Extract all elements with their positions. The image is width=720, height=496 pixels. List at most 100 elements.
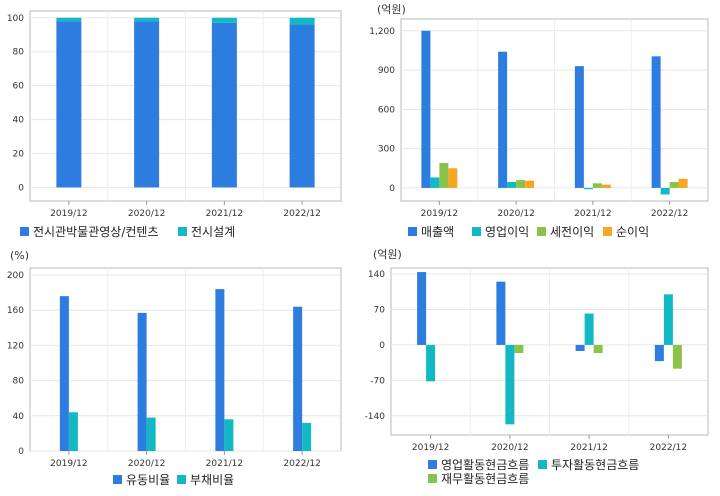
bar-전시설계: [134, 17, 160, 22]
y-tick-label: 900: [378, 66, 395, 76]
x-tick-label: 2020/12: [128, 459, 165, 469]
bar-영업활동현금흐름: [417, 272, 427, 345]
x-tick-label: 2021/12: [206, 459, 243, 469]
legend-label: 부채비율: [190, 473, 234, 487]
legend-swatch: [113, 475, 122, 484]
bar-재무활동현금흐름: [593, 344, 603, 354]
x-tick-label: 2022/12: [651, 209, 688, 219]
legend-swatch: [603, 227, 612, 236]
y-tick-label: 80: [13, 48, 25, 58]
bar-세전이익: [439, 163, 449, 188]
bar-순이익: [678, 178, 688, 188]
chart-3: (%) 0 40 80 120 160 200 2019/12 2020/12 2021/12 20…: [7, 249, 342, 487]
bar-부채비율: [224, 419, 234, 451]
legend-label: 투자활동현금흐름: [551, 458, 639, 472]
legend-swatch: [177, 475, 186, 484]
bar-부채비율: [68, 412, 78, 451]
bar-전시관박물관영상/컨텐츠: [56, 21, 82, 188]
x-tick-label: 2021/12: [570, 443, 607, 453]
chart-1: 0 20 40 60 80 100 2019/12 2020/12 2021/12 2022/12…: [7, 10, 342, 239]
bar-영업이익: [430, 177, 440, 188]
chart-2: (억원) 0 300 600 900 1,200 2019/12 2020/12 2021/12…: [369, 3, 709, 239]
bar-세전이익: [516, 180, 526, 188]
y-tick-label: -140: [365, 412, 386, 422]
legend-label: 매출액: [421, 225, 454, 239]
bar-영업활동현금흐름: [575, 344, 585, 351]
y-tick-label: 70: [374, 305, 386, 315]
y-tick-label: -70: [370, 376, 385, 386]
bar-전시관박물관영상/컨텐츠: [134, 21, 160, 188]
legend-swatch: [538, 460, 547, 469]
bar-유동비율: [59, 296, 69, 451]
bar-영업이익: [507, 182, 517, 188]
y-tick-label: 40: [13, 116, 25, 126]
bar-영업활동현금흐름: [496, 281, 506, 345]
bar-세전이익: [669, 182, 679, 188]
x-tick-label: 2019/12: [421, 209, 458, 219]
y-tick-label: 60: [13, 82, 25, 92]
bar-영업이익: [583, 187, 593, 190]
bar-재무활동현금흐름: [514, 344, 524, 354]
legend-swatch: [537, 227, 546, 236]
y-tick-label: 40: [13, 412, 25, 422]
bar-순이익: [448, 168, 458, 188]
bar-유동비율: [137, 312, 147, 451]
unit-label: (억원): [377, 3, 406, 16]
x-tick-label: 2019/12: [50, 459, 87, 469]
bar-투자활동현금흐름: [505, 344, 515, 425]
bar-영업활동현금흐름: [654, 344, 664, 362]
bar-투자활동현금흐름: [584, 313, 594, 345]
bar-영업이익: [660, 187, 670, 195]
y-tick-label: 80: [13, 377, 25, 387]
unit-label: (억원): [373, 248, 402, 261]
bar-전시설계: [56, 17, 82, 22]
bar-매출액: [651, 56, 661, 188]
bar-순이익: [525, 180, 535, 188]
y-tick-label: 100: [7, 14, 24, 24]
x-tick-label: 2019/12: [50, 209, 87, 219]
bar-전시설계: [289, 17, 315, 25]
y-tick-label: 0: [18, 183, 24, 193]
x-tick-label: 2022/12: [283, 209, 320, 219]
x-tick-label: 2020/12: [128, 209, 165, 219]
bar-순이익: [601, 184, 611, 188]
x-tick-label: 2020/12: [497, 209, 534, 219]
bar-전시관박물관영상/컨텐츠: [211, 22, 237, 188]
y-tick-label: 0: [379, 341, 385, 351]
y-tick-label: 300: [378, 145, 395, 155]
legend-swatch: [428, 460, 437, 469]
legend-label: 세전이익: [550, 225, 594, 239]
legend-label: 전시설계: [191, 225, 235, 239]
bar-매출액: [421, 30, 431, 188]
x-tick-label: 2022/12: [650, 443, 687, 453]
legend-swatch: [20, 227, 29, 236]
bar-투자활동현금흐름: [663, 294, 673, 345]
x-tick-label: 2021/12: [206, 209, 243, 219]
y-tick-label: 120: [7, 341, 24, 351]
y-tick-label: 160: [7, 306, 24, 316]
legend-swatch: [428, 474, 437, 483]
y-tick-label: 0: [389, 184, 395, 194]
bar-부채비율: [302, 422, 312, 451]
legend-label: 재무활동현금흐름: [441, 472, 529, 486]
bar-전시설계: [211, 17, 237, 23]
bar-부채비율: [146, 417, 156, 451]
legend-label: 유동비율: [126, 473, 170, 487]
legend-label: 전시관박물관영상/컨텐츠: [33, 225, 158, 239]
legend-swatch: [408, 227, 417, 236]
legend-swatch: [472, 227, 481, 236]
y-tick-label: 140: [368, 270, 385, 280]
chart-4: (억원) -140 -70 0 70 140 2019/12 2020/12 2021/12 20…: [365, 248, 709, 486]
legend-swatch: [178, 227, 187, 236]
x-tick-label: 2022/12: [283, 459, 320, 469]
x-tick-label: 2019/12: [412, 443, 449, 453]
legend-label: 영업이익: [485, 225, 529, 239]
legend-label: 영업활동현금흐름: [441, 458, 529, 472]
bar-유동비율: [293, 306, 303, 451]
y-tick-label: 1,200: [369, 27, 395, 37]
legend-label: 순이익: [616, 225, 649, 239]
x-tick-label: 2021/12: [574, 209, 611, 219]
y-tick-label: 0: [18, 447, 24, 457]
bar-재무활동현금흐름: [672, 344, 682, 369]
